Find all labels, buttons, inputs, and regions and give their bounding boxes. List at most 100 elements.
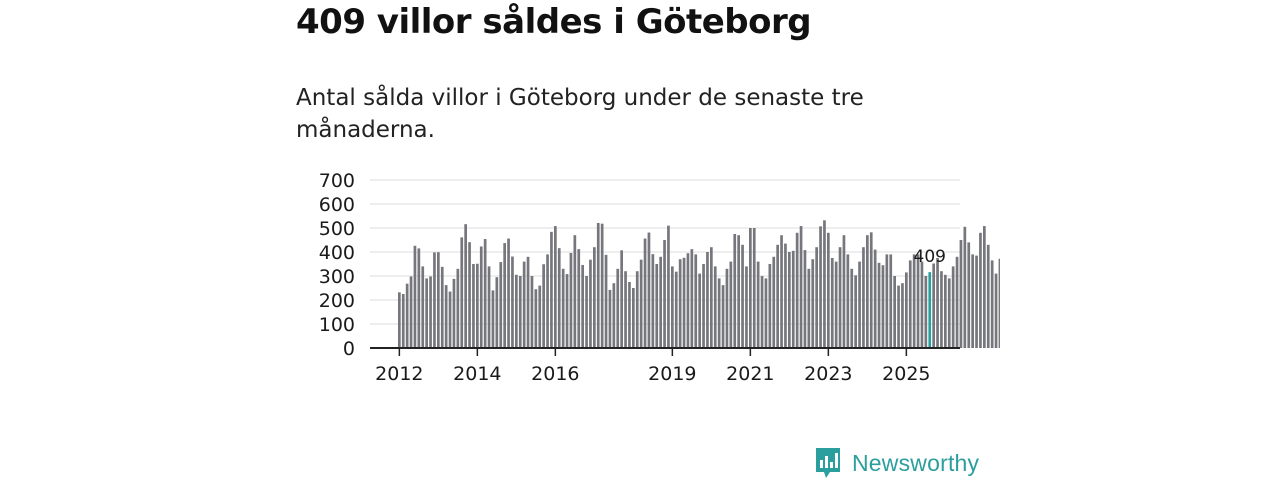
bar <box>947 278 951 348</box>
bar <box>830 258 834 348</box>
bar <box>655 264 659 348</box>
bar <box>725 268 729 348</box>
bar <box>433 252 436 348</box>
bar <box>877 262 881 348</box>
bar <box>542 264 545 348</box>
bar <box>534 289 538 348</box>
bar <box>464 224 467 348</box>
bar <box>398 292 401 348</box>
bar <box>667 225 670 348</box>
bar <box>596 222 600 348</box>
x-tick-label: 2023 <box>804 363 852 385</box>
bar <box>951 266 955 348</box>
bar <box>819 226 822 348</box>
bar <box>955 256 959 348</box>
bar <box>678 259 682 348</box>
bar <box>632 288 635 348</box>
bar <box>772 256 776 348</box>
bar <box>624 271 627 348</box>
bar <box>959 240 963 348</box>
bar <box>862 247 865 348</box>
bar <box>421 266 425 348</box>
bar <box>979 232 982 348</box>
bar <box>557 248 561 348</box>
bar <box>998 258 1000 348</box>
bar <box>503 243 506 348</box>
bar <box>721 285 725 348</box>
bar <box>604 254 608 348</box>
bar <box>550 231 553 348</box>
bar <box>581 264 584 348</box>
bar <box>916 254 920 348</box>
bar <box>491 290 495 348</box>
bar <box>920 261 924 348</box>
bar <box>967 242 971 348</box>
bar <box>507 238 510 348</box>
bar <box>963 226 967 348</box>
bar <box>639 259 643 348</box>
bar <box>671 266 674 348</box>
bar <box>983 226 986 348</box>
bar <box>749 228 752 348</box>
bar <box>526 256 530 348</box>
bar <box>511 256 514 348</box>
bar <box>628 282 631 348</box>
bar <box>811 259 815 348</box>
bar <box>612 283 616 348</box>
bar <box>729 261 733 348</box>
annotation: 409 <box>914 247 946 267</box>
bar <box>737 235 740 348</box>
bar <box>842 235 846 348</box>
bar <box>795 232 799 348</box>
bar <box>932 263 935 348</box>
x-tick-label: 2021 <box>726 363 774 385</box>
bar-highlight <box>928 272 932 348</box>
bar <box>827 232 830 348</box>
annotation-label: 409 <box>914 247 946 267</box>
y-tick-label: 300 <box>319 266 355 288</box>
bar <box>986 244 990 348</box>
bar <box>663 240 666 348</box>
bar <box>569 252 573 348</box>
bar <box>425 278 428 348</box>
bar <box>741 244 744 348</box>
bar <box>838 247 842 348</box>
bar <box>745 266 748 348</box>
bar <box>647 232 651 348</box>
bar <box>702 264 705 348</box>
bar <box>897 285 900 348</box>
x-tick-label: 2014 <box>453 363 501 385</box>
bar <box>815 247 818 348</box>
bars <box>398 220 1000 348</box>
bar <box>764 278 768 348</box>
bar <box>530 276 534 348</box>
logo-text: Newsworthy <box>852 449 980 476</box>
bar <box>413 245 417 348</box>
y-tick-label: 500 <box>319 218 355 240</box>
bar <box>768 264 772 348</box>
bar <box>600 223 604 348</box>
bar <box>429 276 432 348</box>
bar <box>659 256 662 348</box>
bar <box>834 261 838 348</box>
bar <box>869 232 873 348</box>
bar <box>589 259 592 348</box>
bar <box>889 254 893 348</box>
bar <box>452 278 456 348</box>
bar <box>780 235 783 348</box>
bar <box>456 268 460 348</box>
bar <box>924 276 928 348</box>
bar <box>495 277 499 348</box>
bar <box>873 249 877 348</box>
bar <box>788 252 791 348</box>
bar <box>760 276 764 348</box>
bar <box>717 278 721 348</box>
bar <box>479 246 483 348</box>
bar <box>694 254 698 348</box>
bar <box>944 274 947 348</box>
bar <box>643 238 647 348</box>
y-tick-label: 0 <box>343 338 355 360</box>
y-tick-label: 100 <box>319 314 355 336</box>
bar <box>850 268 854 348</box>
